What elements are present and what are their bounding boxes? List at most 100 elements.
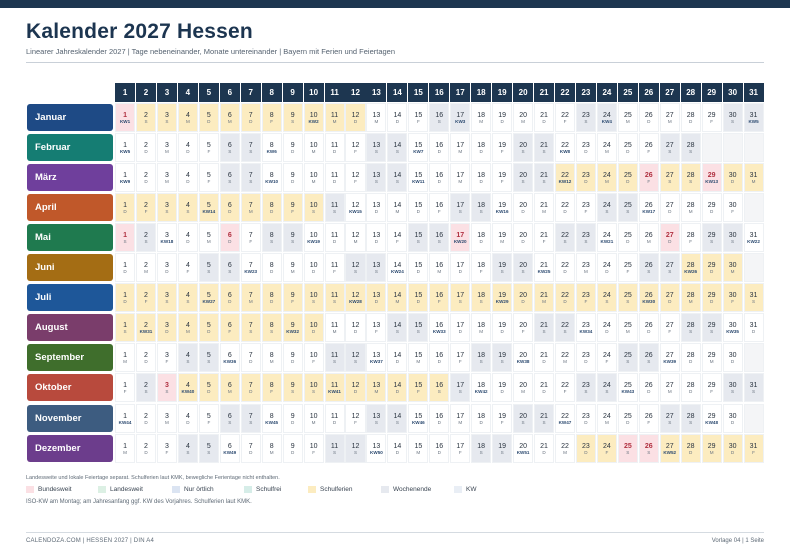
day-number: 23 [582, 262, 590, 270]
day-number: 16 [435, 232, 444, 240]
weekday-abbr: F [291, 209, 295, 215]
day-cell: 26 F [638, 133, 659, 163]
day-cell: 30 S [722, 103, 743, 133]
day-cell: 11 S [324, 193, 345, 223]
weekday-abbr: D [290, 179, 295, 185]
header-day-3: 3 [156, 83, 177, 102]
day-number: 7 [248, 442, 253, 450]
weekday-abbr: F [647, 149, 651, 155]
calendar-week-label: KW20 [453, 239, 467, 245]
day-number: 13 [372, 442, 381, 450]
day-number: 1 [123, 262, 127, 270]
weekday-abbr: F [521, 329, 525, 335]
weekday-abbr: F [647, 419, 651, 425]
day-cell: 26MKW17 [638, 193, 659, 223]
day-cell: 25 F [617, 253, 638, 283]
day-cell: 27 D [659, 283, 680, 313]
day-cell: 18 M [471, 103, 492, 133]
day-cell: 30 M [722, 253, 743, 283]
day-number: 7 [248, 352, 253, 360]
weekday-abbr: D [416, 209, 420, 215]
calendar-week-label: KW11 [412, 179, 425, 185]
weekday-abbr: M [165, 149, 169, 155]
weekday-abbr: F [165, 449, 169, 455]
day-number: 23 [582, 442, 590, 450]
day-number: 30 [728, 352, 737, 360]
day-cell: 21 D [534, 373, 555, 403]
calendar-week-label: KW2 [308, 119, 319, 125]
weekday-abbr: M [185, 329, 190, 335]
weekday-abbr: S [353, 449, 358, 455]
day-number: 4 [185, 142, 190, 150]
weekday-abbr: S [374, 419, 378, 425]
day-number: 10 [309, 112, 318, 120]
day-cell: 26 S [638, 343, 659, 373]
calendar-week-label: KW39 [663, 359, 677, 365]
day-number: 15 [414, 142, 423, 150]
weekday-abbr: D [563, 299, 567, 305]
day-number: 16 [435, 262, 444, 270]
day-number: 12 [351, 412, 360, 420]
day-number: 20 [519, 322, 527, 330]
day-cell: 10 S [303, 193, 324, 223]
day-number: 26 [644, 442, 653, 450]
weekday-abbr: M [625, 119, 630, 125]
day-number: 22 [561, 202, 569, 210]
legend-item: KW [454, 485, 476, 494]
day-number: 25 [623, 442, 632, 450]
calendar-week-label: KW5 [748, 119, 759, 125]
weekday-abbr: M [206, 239, 211, 245]
day-cell: 17 F [450, 343, 471, 373]
day-number: 5 [206, 112, 211, 120]
day-number: 20 [519, 412, 527, 420]
empty-cell [722, 133, 743, 163]
day-cell: 22 S [554, 313, 576, 343]
weekday-abbr: D [584, 359, 588, 365]
weekday-abbr: S [228, 149, 232, 155]
weekday-abbr: F [563, 389, 567, 395]
day-cell: 28 F [680, 223, 701, 253]
day-cell: 18 D [471, 133, 492, 163]
day-number: 28 [686, 292, 695, 300]
day-number: 31 [749, 322, 758, 330]
day-cell: 29 S [701, 313, 722, 343]
calendar-week-label: KW27 [202, 299, 216, 305]
weekday-abbr: D [437, 179, 441, 185]
month-row-februar: Februar1MKW52D3M4D5F6S7S8MKW69D10M11D12F… [26, 133, 764, 163]
day-cell: 2MKW31 [135, 313, 157, 343]
day-number: 18 [477, 112, 486, 120]
day-cell: 10 F [303, 433, 324, 463]
day-cell: 15 D [408, 253, 429, 283]
weekday-abbr: S [228, 419, 232, 425]
day-number: 28 [686, 172, 695, 180]
day-cell: 31MKW22 [743, 223, 764, 253]
weekday-abbr: F [752, 449, 755, 455]
weekday-abbr: S [731, 389, 735, 395]
day-number: 1 [123, 292, 127, 300]
weekday-abbr: M [437, 269, 442, 275]
weekday-abbr: M [458, 179, 463, 185]
header-day-1: 1 [115, 83, 136, 102]
day-number: 28 [686, 142, 695, 150]
day-number: 21 [540, 352, 548, 360]
weekday-abbr: D [416, 269, 420, 275]
weekday-abbr: M [395, 299, 400, 305]
day-cell: 28 S [680, 313, 701, 343]
header-day-28: 28 [680, 83, 701, 102]
day-number: 8 [269, 442, 274, 450]
weekday-abbr: S [333, 299, 337, 305]
day-cell: 11 M [324, 313, 345, 343]
day-cell: 11 S [324, 433, 345, 463]
legend-item: Schulfrei [244, 485, 281, 494]
